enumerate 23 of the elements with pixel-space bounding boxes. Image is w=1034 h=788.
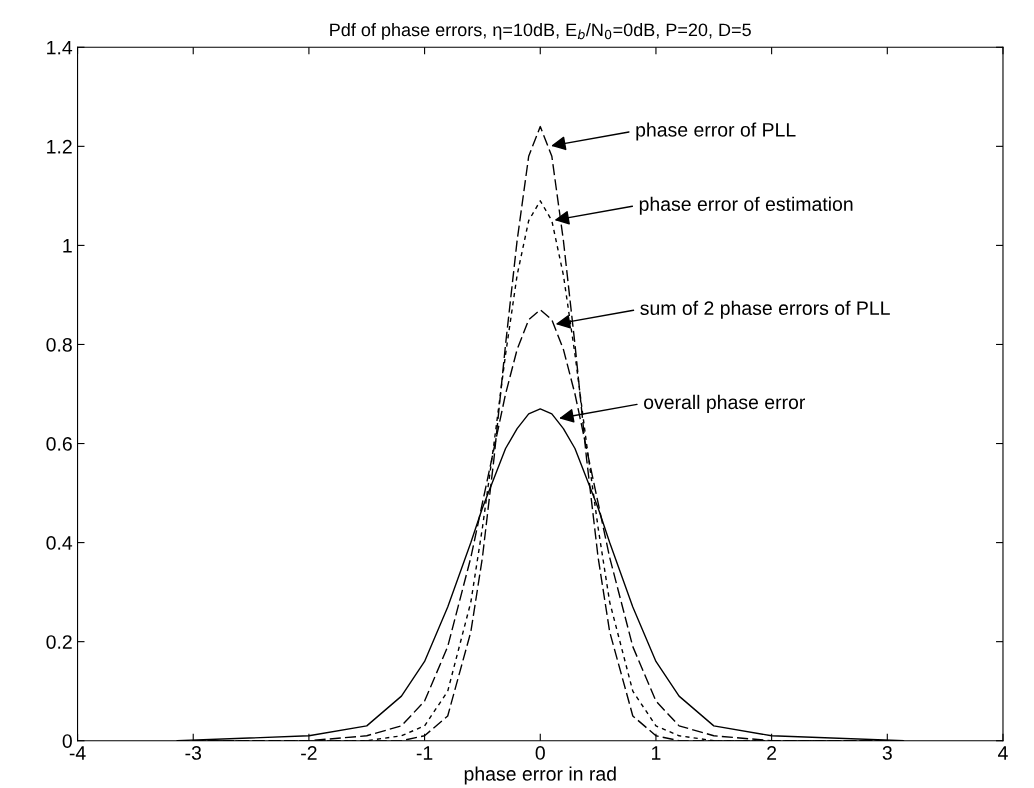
annotation: phase error of estimation [639,196,853,215]
y-tick-label: 0.8 [46,337,72,352]
y-tick-label: 0.2 [46,635,72,649]
x-tick-label: 0 [535,746,545,760]
annotation: phase error of PLL [636,122,796,141]
y-tick-label: 1.4 [47,40,73,55]
x-axis-title: phase error in rad [464,766,616,785]
annotation: sum of 2 phase errors of PLL [640,300,890,319]
y-tick-label: 1 [63,239,72,253]
x-tick-label: -3 [185,746,202,760]
y-tick-label: 0.4 [46,536,73,550]
x-tick-label: -1 [416,746,433,760]
y-tick-label: 1.2 [47,139,72,154]
x-tick-label: 4 [998,746,1008,760]
x-tick-label: -2 [301,746,317,760]
x-tick-label: 1 [652,746,661,760]
annotation: overall phase error [644,394,806,413]
x-tick-label: 3 [882,746,892,760]
y-tick-label: 0 [62,734,72,748]
x-tick-label: 2 [767,746,777,760]
chart-title: Pdf of phase errors, η=10dB, E$_{b}$/N$_{0}$=0dB, P=20, D=5 [330,22,751,40]
y-tick-label: 0.6 [46,437,72,451]
x-tick-label: -4 [69,746,86,760]
